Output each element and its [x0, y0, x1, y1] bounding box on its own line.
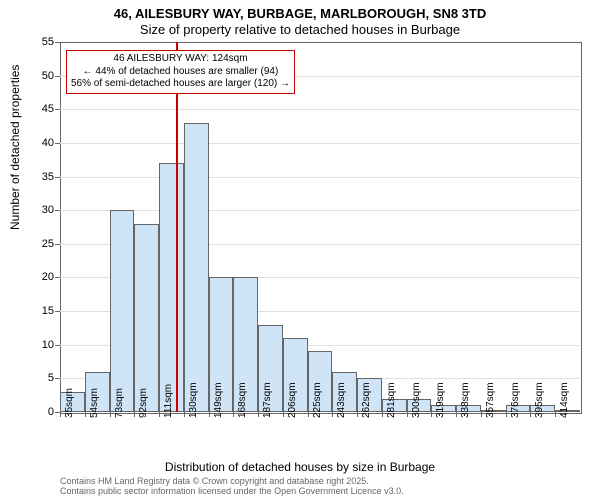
x-tick-label: 35sqm	[64, 388, 75, 418]
x-tick-label: 262sqm	[361, 382, 372, 418]
x-tick-label: 376sqm	[510, 382, 521, 418]
bars	[60, 42, 580, 412]
x-tick-label: 130sqm	[188, 382, 199, 418]
reference-marker	[176, 42, 178, 412]
title-line-2: Size of property relative to detached ho…	[0, 22, 600, 37]
y-tick-label: 10	[30, 339, 54, 351]
x-tick-label: 414sqm	[559, 382, 570, 418]
histogram-bar	[184, 123, 209, 412]
x-tick-label: 111sqm	[163, 384, 174, 418]
annotation-line-1: 46 AILESBURY WAY: 124sqm	[71, 53, 290, 66]
y-tick-label: 50	[30, 70, 54, 82]
y-tick-label: 25	[30, 238, 54, 250]
x-tick-label: 281sqm	[386, 382, 397, 418]
x-tick-label: 54sqm	[89, 388, 100, 418]
title-line-1: 46, AILESBURY WAY, BURBAGE, MARLBOROUGH,…	[0, 6, 600, 21]
y-tick-label: 5	[30, 372, 54, 384]
histogram-bar	[134, 224, 159, 412]
footer-line-1: Contains HM Land Registry data © Crown c…	[60, 476, 404, 486]
annotation-box: 46 AILESBURY WAY: 124sqm ← 44% of detach…	[66, 50, 295, 94]
histogram-bar	[110, 210, 135, 412]
x-tick-label: 92sqm	[138, 388, 149, 418]
x-axis-label: Distribution of detached houses by size …	[0, 460, 600, 474]
y-tick-label: 0	[30, 406, 54, 418]
x-tick-label: 168sqm	[237, 382, 248, 418]
x-tick-label: 357sqm	[485, 382, 496, 418]
footer: Contains HM Land Registry data © Crown c…	[60, 476, 404, 496]
chart-container: 46, AILESBURY WAY, BURBAGE, MARLBOROUGH,…	[0, 0, 600, 500]
x-tick-label: 225sqm	[312, 382, 323, 418]
y-axis-label: Number of detached properties	[8, 65, 22, 230]
x-tick-label: 338sqm	[460, 382, 471, 418]
x-tick-label: 300sqm	[411, 382, 422, 418]
x-tick-label: 187sqm	[262, 382, 273, 418]
footer-line-2: Contains public sector information licen…	[60, 486, 404, 496]
y-tick-label: 30	[30, 204, 54, 216]
x-tick-label: 73sqm	[114, 388, 125, 418]
x-tick-label: 149sqm	[213, 382, 224, 418]
y-tick-label: 15	[30, 305, 54, 317]
x-tick-label: 319sqm	[435, 382, 446, 418]
histogram-bar	[159, 163, 184, 412]
y-tick-label: 35	[30, 171, 54, 183]
y-tick-label: 40	[30, 137, 54, 149]
x-tick-label: 395sqm	[534, 382, 545, 418]
y-tick-label: 20	[30, 271, 54, 283]
annotation-line-3: 56% of semi-detached houses are larger (…	[71, 78, 290, 91]
annotation-line-2: ← 44% of detached houses are smaller (94…	[71, 66, 290, 79]
x-tick-label: 243sqm	[336, 382, 347, 418]
y-tick-label: 55	[30, 36, 54, 48]
x-tick-label: 206sqm	[287, 382, 298, 418]
plot-area: 35sqm54sqm73sqm92sqm111sqm130sqm149sqm16…	[60, 42, 580, 412]
y-tick-label: 45	[30, 103, 54, 115]
